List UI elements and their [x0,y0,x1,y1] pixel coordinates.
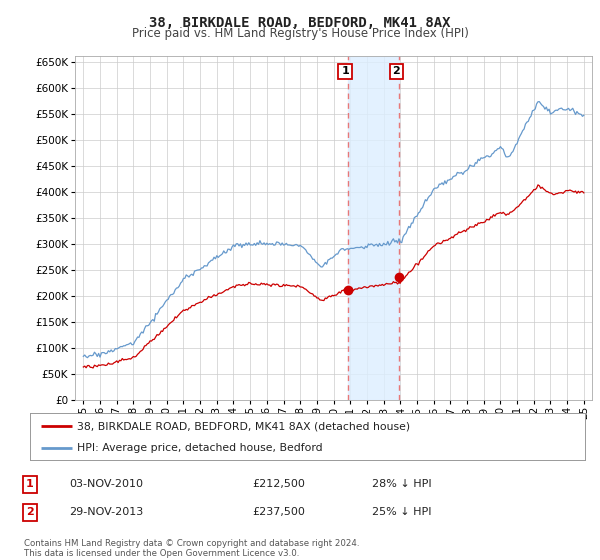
Text: £237,500: £237,500 [252,507,305,517]
Text: 2: 2 [392,67,400,77]
Text: 38, BIRKDALE ROAD, BEDFORD, MK41 8AX (detached house): 38, BIRKDALE ROAD, BEDFORD, MK41 8AX (de… [77,421,410,431]
Text: 1: 1 [341,67,349,77]
Text: 29-NOV-2013: 29-NOV-2013 [69,507,143,517]
Bar [347,56,399,400]
Text: 1: 1 [26,479,34,489]
Text: 03-NOV-2010: 03-NOV-2010 [69,479,143,489]
Text: 28% ↓ HPI: 28% ↓ HPI [372,479,431,489]
Text: £212,500: £212,500 [252,479,305,489]
Text: Price paid vs. HM Land Registry's House Price Index (HPI): Price paid vs. HM Land Registry's House … [131,27,469,40]
Text: HPI: Average price, detached house, Bedford: HPI: Average price, detached house, Bedf… [77,444,323,454]
Text: Contains HM Land Registry data © Crown copyright and database right 2024.
This d: Contains HM Land Registry data © Crown c… [24,539,359,558]
Text: 38, BIRKDALE ROAD, BEDFORD, MK41 8AX: 38, BIRKDALE ROAD, BEDFORD, MK41 8AX [149,16,451,30]
Text: 25% ↓ HPI: 25% ↓ HPI [372,507,431,517]
Text: 2: 2 [26,507,34,517]
